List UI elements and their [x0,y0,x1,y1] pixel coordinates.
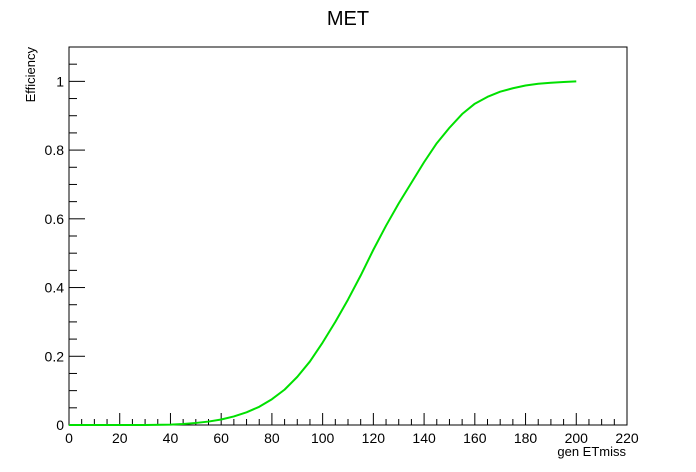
x-tick-label: 100 [311,430,335,446]
series-layer [69,80,577,426]
chart-title: MET [327,8,369,30]
x-tick-label: 220 [615,430,639,446]
y-tick-label: 0.6 [45,211,65,227]
x-tick-label: 160 [463,430,487,446]
x-tick-label: 200 [565,430,589,446]
x-tick-label: 80 [264,430,280,446]
y-tick-label: 0 [56,417,64,433]
x-tick-label: 140 [412,430,436,446]
plot-frame [68,46,628,426]
x-axis: 0 20 40 60 80 100 120 140 160 180 200 220 [65,413,639,446]
y-axis: 0 0.2 0.4 0.6 0.8 1 [45,63,85,433]
efficiency-curve [69,80,577,426]
y-tick-label: 0.8 [45,142,65,158]
x-tick-label: 40 [163,430,179,446]
x-tick-label: 20 [112,430,128,446]
y-tick-label: 0.2 [45,348,65,364]
x-tick-label: 60 [213,430,229,446]
y-axis-label: Efficiency [23,47,38,103]
y-tick-label: 0.4 [45,280,65,296]
x-axis-label: gen ETmiss [557,444,626,459]
y-tick-label: 1 [56,73,64,89]
x-tick-label: 0 [65,430,73,446]
x-tick-label: 180 [514,430,538,446]
x-tick-label: 120 [362,430,386,446]
